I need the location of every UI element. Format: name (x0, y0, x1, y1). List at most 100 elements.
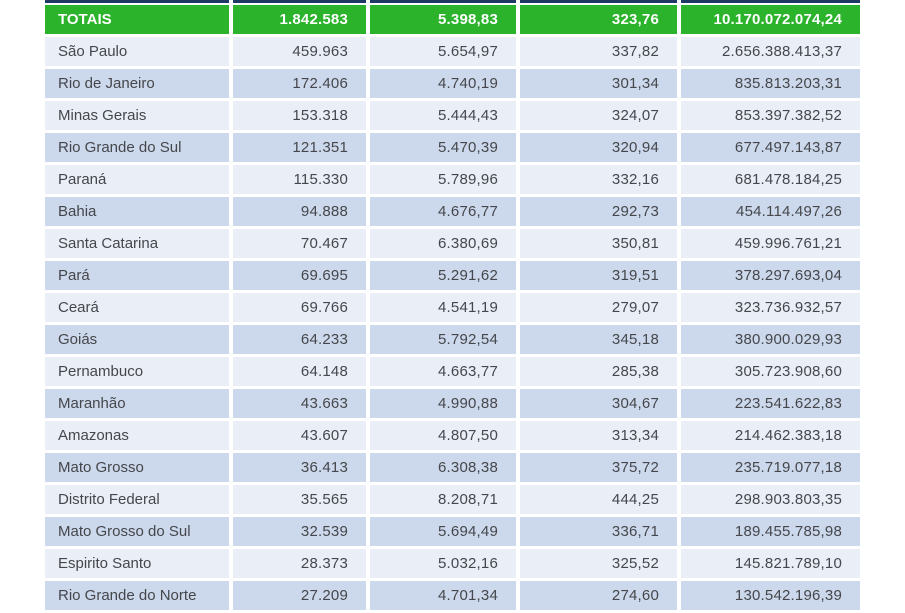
table-row: Distrito Federal 35.565 8.208,71 444,25 298.… (45, 485, 860, 514)
clipped-header-cell (45, 0, 229, 3)
value-cell: 681.478.184,25 (681, 165, 860, 194)
value-cell: 325,52 (520, 549, 677, 578)
clipped-header-cell (233, 0, 366, 3)
value-cell: 5.291,62 (370, 261, 516, 290)
value-cell: 313,34 (520, 421, 677, 450)
state-name-cell: Mato Grosso do Sul (45, 517, 229, 546)
value-cell: 350,81 (520, 229, 677, 258)
table-row: Pernambuco 64.148 4.663,77 285,38 305.723.90… (45, 357, 860, 386)
clipped-header-row (45, 0, 860, 3)
value-cell: 285,38 (520, 357, 677, 386)
value-cell: 279,07 (520, 293, 677, 322)
value-cell: 292,73 (520, 197, 677, 226)
table-row: Ceará 69.766 4.541,19 279,07 323.736.932,57 (45, 293, 860, 322)
table-row: Maranhão 43.663 4.990,88 304,67 223.541.622,… (45, 389, 860, 418)
value-cell: 5.470,39 (370, 133, 516, 162)
table-row: Santa Catarina 70.467 6.380,69 350,81 459.99… (45, 229, 860, 258)
table-row: Rio de Janeiro 172.406 4.740,19 301,34 835.8… (45, 69, 860, 98)
totals-label-cell: TOTAIS (45, 5, 229, 34)
value-cell: 4.676,77 (370, 197, 516, 226)
value-cell: 5.654,97 (370, 37, 516, 66)
value-cell: 94.888 (233, 197, 366, 226)
clipped-header-cell (681, 0, 860, 3)
value-cell: 677.497.143,87 (681, 133, 860, 162)
value-cell: 115.330 (233, 165, 366, 194)
value-cell: 459.996.761,21 (681, 229, 860, 258)
value-cell: 70.467 (233, 229, 366, 258)
value-cell: 4.807,50 (370, 421, 516, 450)
value-cell: 337,82 (520, 37, 677, 66)
value-cell: 375,72 (520, 453, 677, 482)
value-cell: 4.740,19 (370, 69, 516, 98)
value-cell: 5.694,49 (370, 517, 516, 546)
table-row: Minas Gerais 153.318 5.444,43 324,07 853.397… (45, 101, 860, 130)
value-cell: 380.900.029,93 (681, 325, 860, 354)
value-cell: 172.406 (233, 69, 366, 98)
value-cell: 43.607 (233, 421, 366, 450)
value-cell: 121.351 (233, 133, 366, 162)
value-cell: 319,51 (520, 261, 677, 290)
totals-value-cell: 5.398,83 (370, 5, 516, 34)
value-cell: 378.297.693,04 (681, 261, 860, 290)
value-cell: 324,07 (520, 101, 677, 130)
value-cell: 223.541.622,83 (681, 389, 860, 418)
state-name-cell: Pará (45, 261, 229, 290)
value-cell: 459.963 (233, 37, 366, 66)
table-row: Espirito Santo 28.373 5.032,16 325,52 145.82… (45, 549, 860, 578)
value-cell: 130.542.196,39 (681, 581, 860, 610)
value-cell: 2.656.388.413,37 (681, 37, 860, 66)
state-name-cell: Pernambuco (45, 357, 229, 386)
value-cell: 189.455.785,98 (681, 517, 860, 546)
value-cell: 43.663 (233, 389, 366, 418)
clipped-header-cell (370, 0, 516, 3)
table-row: Amazonas 43.607 4.807,50 313,34 214.462.383,… (45, 421, 860, 450)
table-row: Rio Grande do Sul 121.351 5.470,39 320,94 67… (45, 133, 860, 162)
state-name-cell: Bahia (45, 197, 229, 226)
value-cell: 301,34 (520, 69, 677, 98)
table-row: Paraná 115.330 5.789,96 332,16 681.478.184,2… (45, 165, 860, 194)
state-name-cell: Santa Catarina (45, 229, 229, 258)
value-cell: 153.318 (233, 101, 366, 130)
state-name-cell: Rio de Janeiro (45, 69, 229, 98)
value-cell: 454.114.497,26 (681, 197, 860, 226)
value-cell: 69.766 (233, 293, 366, 322)
value-cell: 5.789,96 (370, 165, 516, 194)
state-name-cell: Rio Grande do Norte (45, 581, 229, 610)
value-cell: 835.813.203,31 (681, 69, 860, 98)
value-cell: 4.990,88 (370, 389, 516, 418)
value-cell: 64.233 (233, 325, 366, 354)
state-name-cell: Goiás (45, 325, 229, 354)
value-cell: 274,60 (520, 581, 677, 610)
value-cell: 5.792,54 (370, 325, 516, 354)
value-cell: 323.736.932,57 (681, 293, 860, 322)
value-cell: 235.719.077,18 (681, 453, 860, 482)
clipped-header-cell (520, 0, 677, 3)
value-cell: 444,25 (520, 485, 677, 514)
states-data-table: TOTAIS 1.842.583 5.398,83 323,76 10.170.… (45, 0, 860, 610)
value-cell: 4.663,77 (370, 357, 516, 386)
totals-value-cell: 10.170.072.074,24 (681, 5, 860, 34)
value-cell: 4.541,19 (370, 293, 516, 322)
value-cell: 6.308,38 (370, 453, 516, 482)
state-name-cell: Ceará (45, 293, 229, 322)
table-body: São Paulo 459.963 5.654,97 337,82 2.656.388.… (45, 37, 860, 610)
state-name-cell: Rio Grande do Sul (45, 133, 229, 162)
value-cell: 853.397.382,52 (681, 101, 860, 130)
value-cell: 32.539 (233, 517, 366, 546)
value-cell: 336,71 (520, 517, 677, 546)
totals-value-cell: 1.842.583 (233, 5, 366, 34)
totals-value-cell: 323,76 (520, 5, 677, 34)
state-name-cell: Paraná (45, 165, 229, 194)
value-cell: 332,16 (520, 165, 677, 194)
table-row: Goiás 64.233 5.792,54 345,18 380.900.029,93 (45, 325, 860, 354)
value-cell: 28.373 (233, 549, 366, 578)
value-cell: 214.462.383,18 (681, 421, 860, 450)
value-cell: 36.413 (233, 453, 366, 482)
value-cell: 345,18 (520, 325, 677, 354)
value-cell: 145.821.789,10 (681, 549, 860, 578)
state-name-cell: Mato Grosso (45, 453, 229, 482)
value-cell: 4.701,34 (370, 581, 516, 610)
value-cell: 69.695 (233, 261, 366, 290)
value-cell: 64.148 (233, 357, 366, 386)
